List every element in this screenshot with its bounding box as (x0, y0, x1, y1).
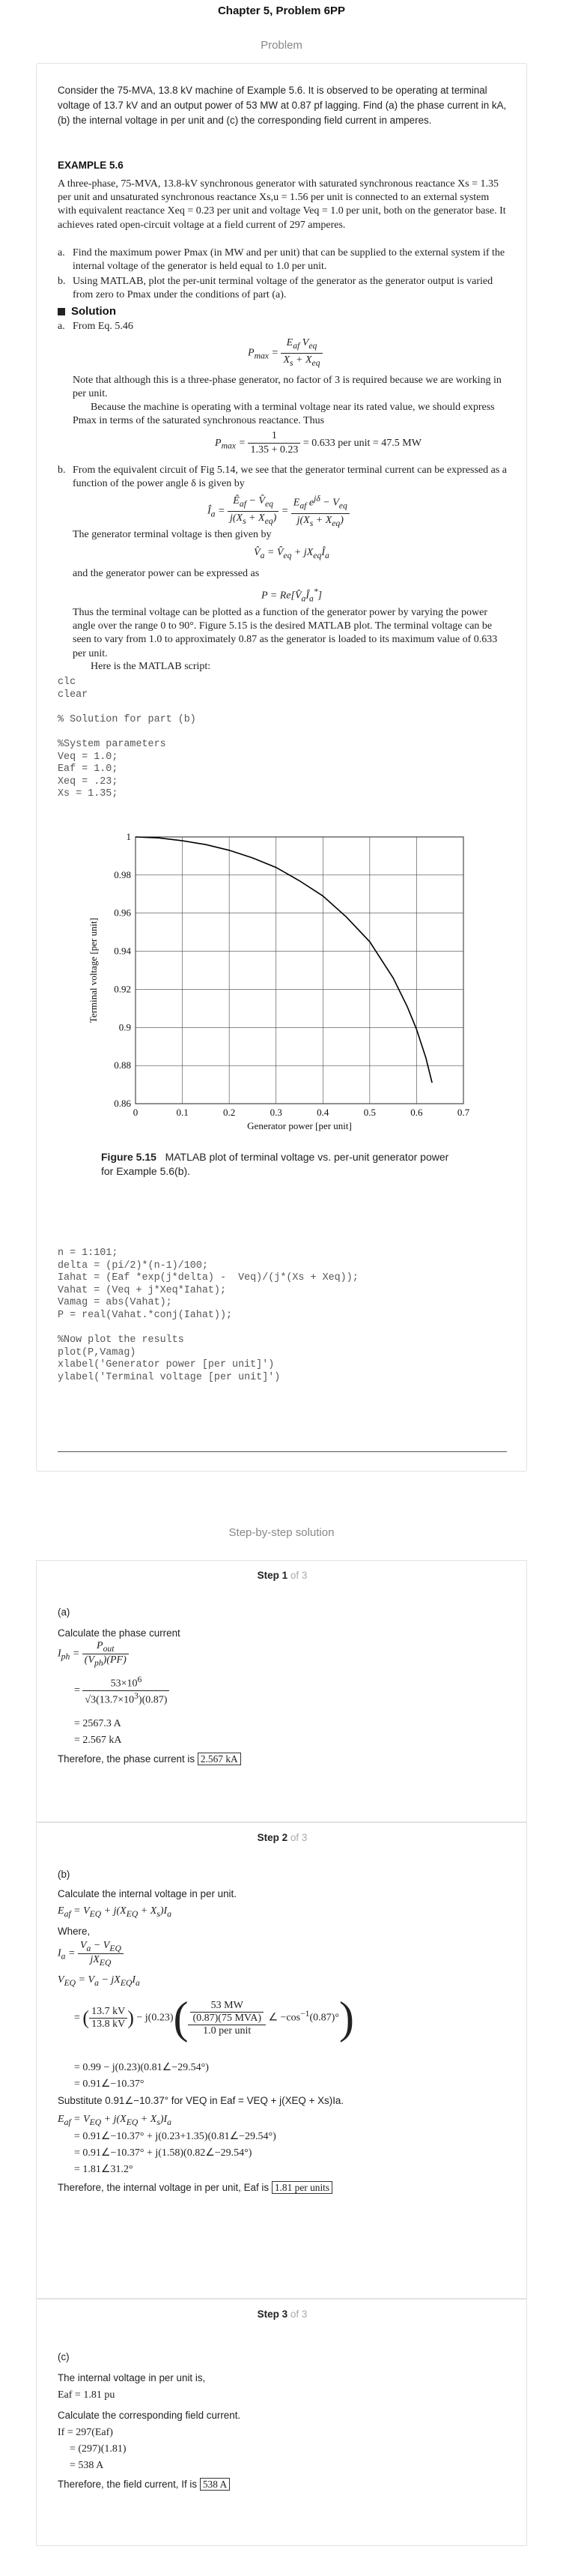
step-1-heading: Step 1 of 3 (257, 1570, 308, 1581)
figure-caption-text: MATLAB plot of terminal voltage vs. per-… (101, 1151, 449, 1177)
step-1-substitution: = 53×106 √3(13.7×103)(0.87) (74, 1675, 170, 1706)
y-tick-label: 0.88 (114, 1059, 131, 1071)
sol-a-intro: From Eq. 5.46 (73, 321, 133, 332)
part-b-text: Using MATLAB, plot the per-unit terminal… (73, 276, 493, 301)
script-intro: Here is the MATLAB script: (91, 661, 211, 672)
terminal-voltage-text: The generator terminal voltage is then g… (73, 529, 272, 540)
part-a-label: a. (58, 247, 65, 258)
step-1-line1: = 2567.3 A (74, 1718, 121, 1729)
y-axis-label: Terminal voltage [per unit] (88, 918, 99, 1023)
step-2-line-a: = 0.99 − j(0.23)(0.81∠−29.54°) (74, 2062, 209, 2073)
figure-caption: Figure 5.15 MATLAB plot of terminal volt… (101, 1150, 453, 1179)
problem-section-title: Problem (261, 39, 302, 52)
step-2-where: Where, (58, 1926, 91, 1937)
step-2-conclusion: Therefore, the internal voltage in per u… (58, 2181, 333, 2195)
step-3-line1: If = 297(Eaf) (58, 2427, 113, 2438)
sol-b-label: b. (58, 465, 66, 476)
step-2-answer: 1.81 per units (271, 2181, 333, 2194)
x-axis-label: Generator power [per unit] (247, 1120, 352, 1131)
textbook-excerpt: A three-phase, 75-MVA, 13.8-kV synchrono… (58, 178, 507, 1421)
x-tick-label: 0.7 (457, 1107, 470, 1118)
y-tick-label: 0.86 (114, 1098, 131, 1109)
step-3-card: Step 3 of 3 (c) The internal voltage in … (36, 2299, 527, 2546)
y-tick-label: 0.94 (114, 946, 131, 957)
step-1-answer: 2.567 kA (197, 1753, 241, 1765)
x-tick-label: 0.1 (176, 1107, 188, 1118)
step-2-line-b: = 0.91∠−10.37° (74, 2078, 144, 2090)
step-2-substitute: Substitute 0.91∠−10.37° for VEQ in Eaf =… (58, 2095, 344, 2106)
plot-frame (135, 836, 464, 1104)
figure-label: Figure 5.15 (101, 1151, 156, 1163)
step-3-answer: 538 A (199, 2478, 231, 2491)
step-3-calc: Calculate the corresponding field curren… (58, 2410, 241, 2421)
step-1-conclusion: Therefore, the phase current is 2.567 kA (58, 1753, 241, 1766)
x-tick-label: 0.6 (410, 1107, 423, 1118)
solution-heading: Solution (58, 305, 507, 318)
sol-b-intro: From the equivalent circuit of Fig 5.14,… (73, 465, 508, 490)
step-3-heading: Step 3 of 3 (257, 2309, 308, 2320)
step-1-line2: = 2.567 kA (74, 1735, 122, 1746)
equation-pmax: Pmax = Eaf Veq Xs + Xeq (248, 336, 323, 370)
step-3-part: (c) (58, 2351, 70, 2362)
equation-pmax-value: Pmax = 1 1.35 + 0.23 = 0.633 per unit = 4… (215, 430, 422, 456)
problem-card: Consider the 75-MVA, 13.8 kV machine of … (36, 63, 527, 1472)
step-2-substitution: = (13.7 kV 13.8 kV) − j(0.23)(53 MW (0.87)… (74, 1993, 354, 2043)
step-2-line-c: = 0.91∠−10.37° + j(0.23+1.35)(0.81∠−29.5… (74, 2131, 276, 2142)
step-1-formula: Iph = Pout (Vph)(PF) (58, 1640, 129, 1668)
page-title: Chapter 5, Problem 6PP (217, 4, 346, 17)
step-2-card: Step 2 of 3 (b) Calculate the internal v… (36, 1822, 527, 2299)
step-1-intro: Calculate the phase current (58, 1627, 180, 1639)
step-2-heading: Step 2 of 3 (257, 1832, 308, 1843)
step-by-step-title: Step-by-step solution (228, 1526, 335, 1539)
y-tick-label: 1 (127, 831, 132, 842)
part-b-label: b. (58, 276, 66, 287)
equation-current: Îa = Êaf − V̂eq j(Xs + Xeq) = Eaf ejδ − V… (207, 492, 350, 530)
note-2: Because the machine is operating with a … (73, 402, 495, 427)
y-tick-label: 0.98 (114, 869, 131, 880)
y-tick-label: 0.9 (119, 1021, 131, 1032)
plot-description: Thus the terminal voltage can be plotted… (73, 607, 498, 659)
y-tick-label: 0.96 (114, 907, 131, 919)
problem-divider (58, 1451, 507, 1452)
equation-terminal-voltage: V̂a = V̂eq + jXeqÎa (254, 547, 329, 560)
series-line-terminal-voltage (135, 836, 433, 1083)
x-tick-label: 0.5 (364, 1107, 376, 1118)
step-1-part: (a) (58, 1606, 70, 1618)
step-2-intro: Calculate the internal voltage in per un… (58, 1888, 237, 1899)
part-a-text: Find the maximum power Pmax (in MW and p… (73, 247, 505, 273)
step-3-line3: = 538 A (70, 2460, 104, 2471)
matlab-code-part1: clc clear % Solution for part (b) %Syste… (58, 677, 196, 800)
step-2-part: (b) (58, 1869, 70, 1880)
x-tick-label: 0.3 (270, 1107, 282, 1118)
step-1-card: Step 1 of 3 (a) Calculate the phase curr… (36, 1560, 527, 1822)
x-tick-label: 0.4 (317, 1107, 329, 1118)
step-2-line-d: = 0.91∠−10.37° + j(1.58)(0.82∠−29.54°) (74, 2147, 252, 2159)
step-3-intro: The internal voltage in per unit is, (58, 2372, 206, 2383)
y-tick-label: 0.92 (114, 983, 131, 994)
figure-5-15-chart: 0 0.1 0.2 0.3 0.4 0.5 0.6 0.7 0.86 0.88 0.9 0.92 0.9… (88, 831, 470, 1131)
example-text: A three-phase, 75-MVA, 13.8-kV synchrono… (58, 178, 506, 231)
equation-power: P = Re[V̂aÎa*] (261, 587, 323, 604)
example-heading: EXAMPLE 5.6 (58, 160, 124, 171)
problem-statement: Consider the 75-MVA, 13.8 kV machine of … (58, 85, 507, 126)
x-tick-label: 0.2 (223, 1107, 235, 1118)
x-tick-label: 0 (133, 1107, 139, 1118)
sol-a-label: a. (58, 321, 65, 332)
solution-square-icon (58, 308, 65, 316)
step-2-formula-veq: VEQ = Va − jXEQIa (58, 1974, 140, 1988)
step-3-line2: = (297)(1.81) (70, 2443, 127, 2455)
note-1: Note that although this is a three-phase… (73, 375, 502, 400)
step-2-line-e: = 1.81∠31.2° (74, 2164, 133, 2175)
step-2-formula-eaf: Eaf = VEQ + j(XEQ + Xs)Ia (58, 1905, 171, 1919)
step-2-formula-eaf-repeat: Eaf = VEQ + j(XEQ + Xs)Ia (58, 2114, 171, 2127)
step-3-conclusion: Therefore, the field current, If is 538 … (58, 2478, 231, 2491)
step-2-formula-ia: Ia = Va − VEQ jXEQ (58, 1940, 124, 1968)
step-3-eaf: Eaf = 1.81 pu (58, 2389, 115, 2401)
power-text: and the generator power can be expressed… (73, 568, 260, 579)
matlab-code-part2: n = 1:101; delta = (pi/2)*(n-1)/100; Iah… (58, 1248, 359, 1383)
